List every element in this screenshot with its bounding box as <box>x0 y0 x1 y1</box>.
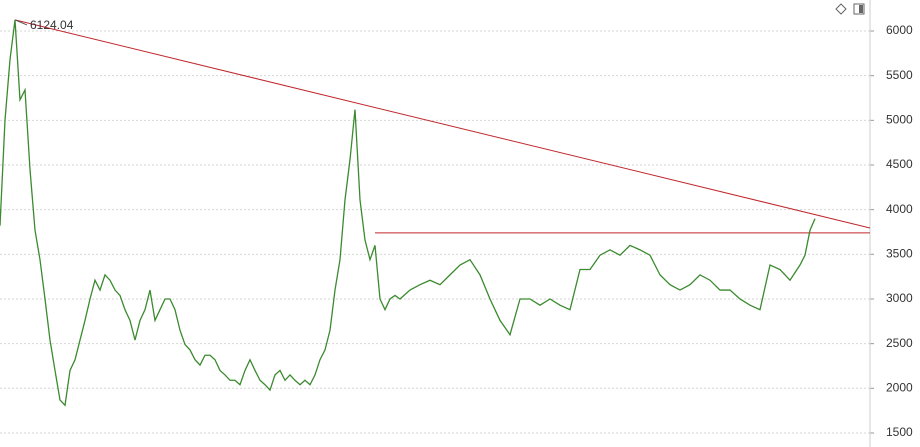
annotation: 6124.04 <box>30 18 74 32</box>
annotation-leader <box>14 19 28 26</box>
trend-line <box>14 19 871 229</box>
toolbar <box>835 3 865 15</box>
y-tick-label: 5000 <box>886 112 913 126</box>
y-tick-label: 5500 <box>886 68 913 82</box>
y-tick-label: 2000 <box>886 380 913 394</box>
y-tick-label: 1500 <box>886 425 913 439</box>
y-tick-label: 2500 <box>886 336 913 350</box>
panel-icon-fill <box>859 5 863 13</box>
price-line <box>0 19 816 407</box>
panel-icon[interactable] <box>853 3 865 15</box>
y-tick-label: 3500 <box>886 246 913 260</box>
y-tick-label: 4500 <box>886 157 913 171</box>
diamond-icon[interactable] <box>835 3 847 15</box>
y-tick-label: 4000 <box>886 202 913 216</box>
y-tick-label: 6000 <box>886 23 913 37</box>
y-tick-label: 3000 <box>886 291 913 305</box>
